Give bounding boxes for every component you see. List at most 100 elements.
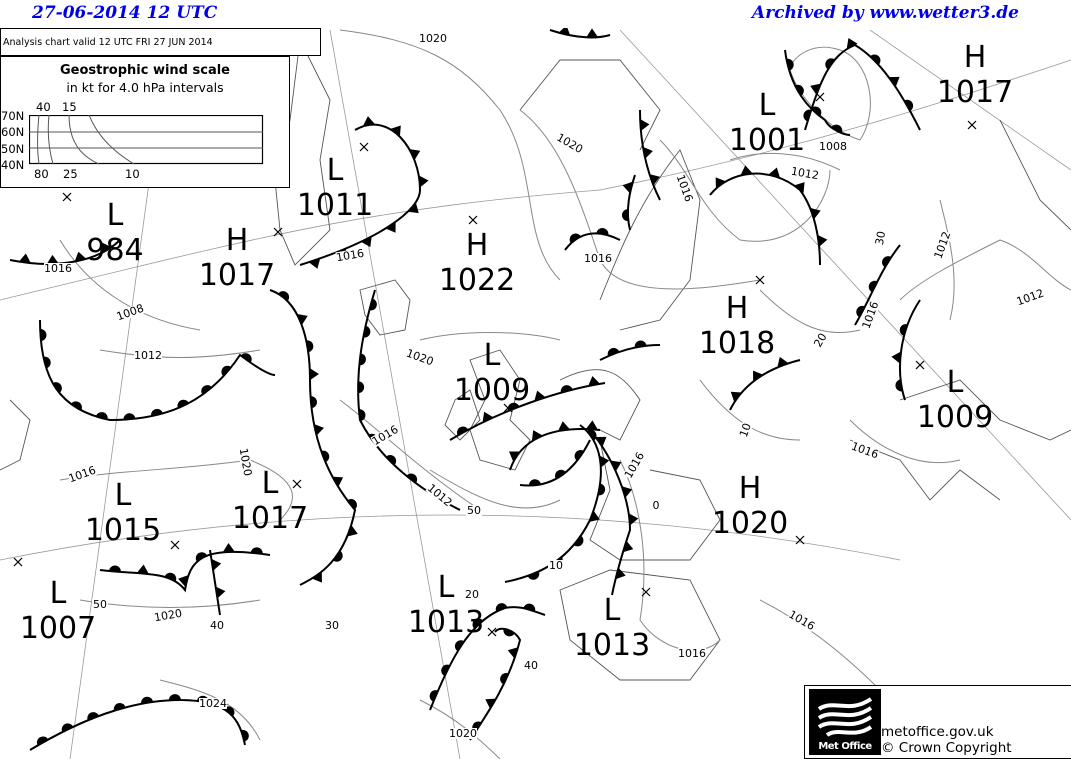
cold-front-triangle <box>810 83 821 95</box>
cold-front-triangle <box>588 376 600 387</box>
cold-front-triangle <box>640 119 650 131</box>
warm-front-semicircle <box>108 565 121 572</box>
speed-label: 10 <box>125 167 140 181</box>
center-pressure: 1017 <box>937 75 1013 110</box>
cold-front-triangle <box>817 234 828 247</box>
warm-front-semicircle <box>574 449 585 461</box>
speed-label: 40 <box>36 100 51 114</box>
cold-front-triangle <box>740 165 753 176</box>
isobar-label: 40 <box>524 659 538 672</box>
isobar-label: 1016 <box>370 423 401 448</box>
warm-front-semicircle <box>141 696 154 704</box>
warm-front-semicircle <box>70 401 82 411</box>
cold-front-triangle <box>308 258 321 269</box>
warm-front-semicircle <box>87 712 99 721</box>
isobar-label: 1016 <box>678 647 706 660</box>
center-pressure: 1011 <box>297 188 373 223</box>
warm-front-semicircle <box>895 379 903 392</box>
center-pressure: 1015 <box>85 513 161 548</box>
warm-front-semicircle <box>830 124 843 134</box>
center-type-L: L <box>107 198 124 233</box>
cold-front-triangle <box>585 420 598 430</box>
cold-front-triangle <box>507 647 519 659</box>
logo-name: Met Office <box>818 741 872 752</box>
warm-front-semicircle <box>868 280 878 293</box>
warm-front-semicircle <box>441 664 450 676</box>
isobar-label: 1016 <box>584 252 612 265</box>
isobar-label: 0 <box>653 499 660 512</box>
isobar-label: 1020 <box>419 32 447 45</box>
warm-front-semicircle <box>904 99 914 111</box>
cold-front-triangle <box>409 149 421 161</box>
isobar-label: 10 <box>737 421 754 439</box>
isobar-label: 50 <box>93 598 107 611</box>
cold-front-triangle <box>558 421 570 432</box>
warm-front-semicircle <box>527 571 540 580</box>
warm-front-semicircle <box>321 450 330 463</box>
cold-front-triangle <box>599 455 610 468</box>
cold-front-triangle <box>649 174 660 186</box>
cold-front-triangle <box>622 181 633 194</box>
warm-front-semicircle <box>794 84 804 96</box>
cold-front-triangle <box>385 221 396 233</box>
cold-front-triangle <box>715 177 726 189</box>
center-pressure: 1009 <box>917 400 993 435</box>
cold-front-triangle <box>360 236 372 248</box>
warm-front-semicircle <box>363 325 371 338</box>
cold-front-triangle <box>888 76 900 88</box>
isobar-label: 20 <box>811 331 829 350</box>
warm-front-semicircle <box>151 408 163 417</box>
geostrophic-wind-scale: Geostrophic wind scale in kt for 4.0 hPa… <box>0 56 290 188</box>
isobar-label: 1016 <box>674 173 696 204</box>
warm-front-semicircle <box>500 673 509 685</box>
warm-front-semicircle <box>495 603 508 612</box>
cold-front-triangle <box>485 698 497 709</box>
center-pressure: 1018 <box>699 326 775 361</box>
warm-front-semicircle <box>164 572 177 582</box>
warm-front-semicircle <box>803 109 812 122</box>
cold-front-triangle <box>534 390 546 402</box>
center-type-L: L <box>262 466 279 501</box>
cold-front-triangle <box>610 460 622 472</box>
cold-front-triangle <box>18 253 31 264</box>
center-cross-icon <box>359 142 369 152</box>
cold-front-triangle <box>136 564 149 574</box>
warm-front-semicircle <box>369 298 377 311</box>
warm-front-semicircle <box>52 382 62 394</box>
cold-front-triangle <box>777 356 789 368</box>
warm-front-semicircle <box>95 412 108 420</box>
center-type-L: L <box>484 338 501 373</box>
warm-front-semicircle <box>37 736 49 746</box>
warm-front-semicircle <box>560 385 573 393</box>
cold-front-triangle <box>621 486 633 498</box>
isobar-label: 10 <box>549 559 563 572</box>
warm-front-semicircle <box>201 385 212 395</box>
cold-front-triangle <box>595 436 607 447</box>
isobar-label: 1008 <box>819 140 847 153</box>
cold-front-triangle <box>622 540 634 553</box>
warm-front-semicircle <box>221 365 232 377</box>
met-office-logo-block: Met Office metoffice.gov.uk © Crown Copy… <box>804 685 1071 759</box>
cold-front-triangle <box>531 430 543 441</box>
warm-front-semicircle <box>113 703 126 711</box>
center-cross-icon <box>170 540 180 550</box>
warm-front-semicircle <box>899 324 908 336</box>
isobar-label: 1016 <box>67 464 98 486</box>
cold-front-triangle <box>768 167 781 178</box>
cold-front-triangle <box>589 510 600 522</box>
center-type-L: L <box>604 593 621 628</box>
speed-label: 15 <box>62 100 77 114</box>
warm-front-semicircle <box>40 329 47 341</box>
center-markers <box>13 92 977 637</box>
wind-scale-graph <box>29 115 264 165</box>
center-type-H: H <box>726 291 749 326</box>
cold-front-triangle <box>509 451 520 462</box>
warm-front-semicircle <box>607 347 620 357</box>
warm-front-semicircle <box>634 340 647 348</box>
cold-front-triangle <box>390 125 401 137</box>
warm-front-semicircle <box>240 353 252 363</box>
center-type-H: H <box>964 40 987 75</box>
